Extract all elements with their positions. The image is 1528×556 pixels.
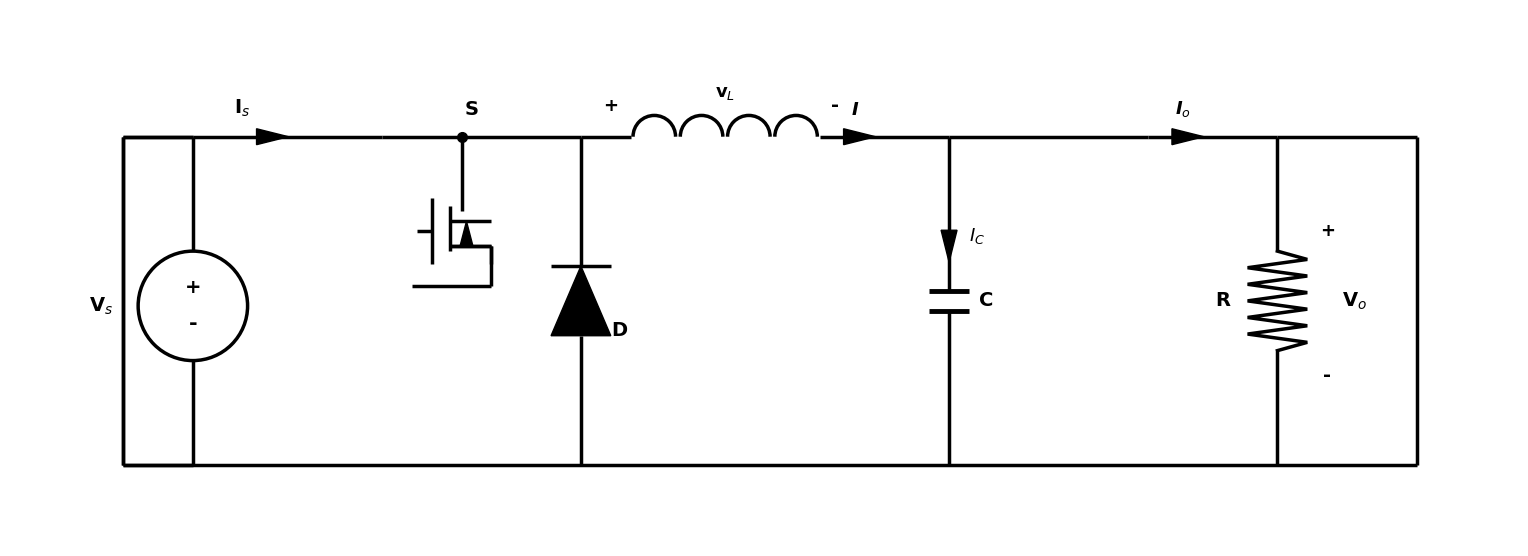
- Text: v$_L$: v$_L$: [715, 84, 735, 102]
- Text: +: +: [1320, 222, 1334, 240]
- Text: $I_C$: $I_C$: [969, 226, 986, 246]
- Polygon shape: [1172, 129, 1204, 145]
- Text: R: R: [1215, 291, 1230, 310]
- Polygon shape: [941, 230, 957, 262]
- Text: S: S: [465, 100, 478, 119]
- Text: V$_s$: V$_s$: [89, 295, 113, 316]
- Text: I$_o$: I$_o$: [1175, 99, 1190, 119]
- Text: I: I: [851, 101, 857, 119]
- Text: I$_s$: I$_s$: [234, 97, 251, 119]
- Polygon shape: [460, 221, 474, 246]
- Text: -: -: [188, 314, 197, 334]
- Text: -: -: [831, 96, 839, 115]
- Text: -: -: [1323, 366, 1331, 385]
- Text: +: +: [185, 279, 202, 297]
- Text: +: +: [604, 97, 619, 115]
- Polygon shape: [843, 129, 876, 145]
- Polygon shape: [552, 266, 611, 336]
- Text: C: C: [979, 291, 993, 310]
- Polygon shape: [257, 129, 289, 145]
- Text: V$_o$: V$_o$: [1342, 290, 1368, 311]
- Text: D: D: [611, 321, 626, 340]
